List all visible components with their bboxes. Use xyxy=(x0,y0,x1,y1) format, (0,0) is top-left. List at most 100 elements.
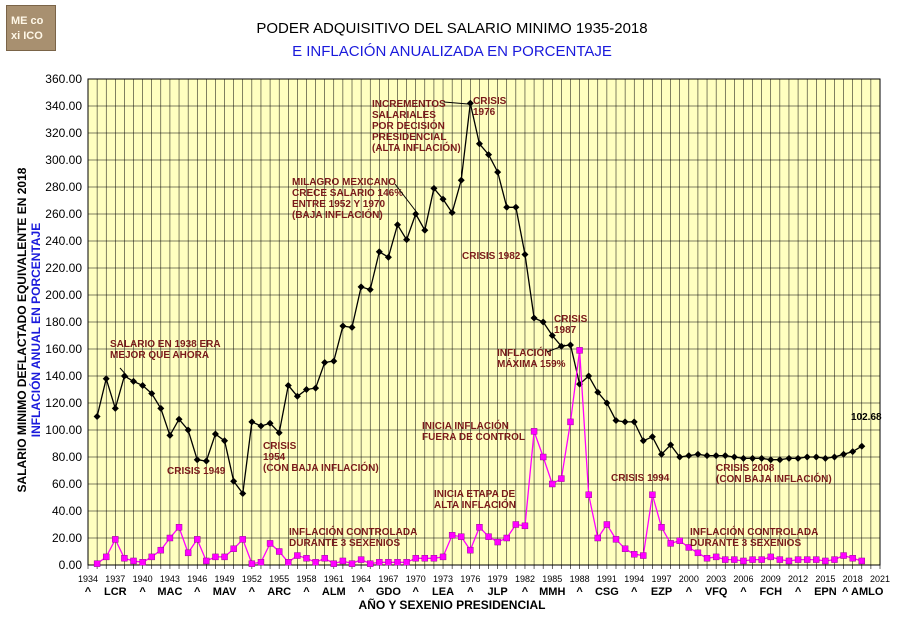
salario-point xyxy=(293,392,301,400)
inflacion-point xyxy=(367,560,374,567)
sexenio-label: ^ xyxy=(194,586,201,598)
salario-point xyxy=(849,448,857,456)
salario-point xyxy=(321,359,329,366)
inflacion-point xyxy=(831,556,838,563)
salario-point xyxy=(749,454,757,462)
y-tick-label: 120.00 xyxy=(45,396,82,410)
annotation-arrow xyxy=(443,101,469,105)
salario-point xyxy=(403,236,411,244)
annotation-text: INICIA ETAPA DE xyxy=(434,489,515,500)
chart-title: PODER ADQUISITIVO DEL SALARIO MINIMO 193… xyxy=(256,20,648,37)
y-tick-label: 360.00 xyxy=(45,72,82,86)
salario-point xyxy=(585,372,593,380)
inflacion-point xyxy=(412,555,419,562)
inflacion-point xyxy=(594,534,601,542)
annotation-text: SALARIALES xyxy=(372,110,436,121)
inflacion-point xyxy=(93,560,101,567)
annotation-text: INICIA INFLACIÓN xyxy=(422,419,509,432)
inflacion-point xyxy=(448,532,456,539)
salario-point xyxy=(221,437,229,445)
inflacion-point xyxy=(576,347,583,354)
salario-point xyxy=(211,430,219,438)
y-tick-label: 280.00 xyxy=(45,180,82,194)
salario-point xyxy=(658,450,666,458)
salario-point xyxy=(166,431,174,439)
inflacion-point xyxy=(612,536,620,543)
x-tick-label: 1973 xyxy=(433,574,453,584)
x-tick-label: 1952 xyxy=(242,574,262,584)
salario-point xyxy=(457,176,465,184)
x-tick-label: 1994 xyxy=(624,574,644,584)
inflacion-point xyxy=(312,559,319,566)
annotation-text: INCREMENTOS xyxy=(372,99,446,110)
sexenio-label: LEA xyxy=(432,586,454,598)
salario-point xyxy=(548,332,556,339)
sexenio-label: LCR xyxy=(104,586,127,598)
salario-point xyxy=(785,454,793,462)
annotation-text: (CON BAJA INFLACIÓN) xyxy=(716,472,832,485)
annotation-text: 1987 xyxy=(554,325,577,336)
x-tick-label: 1976 xyxy=(460,574,480,584)
salario-point xyxy=(466,99,474,107)
sexenio-label: ^ xyxy=(522,586,529,598)
salario-point xyxy=(703,452,711,460)
salario-point xyxy=(603,399,611,407)
salario-point xyxy=(330,357,338,365)
salario-point xyxy=(858,442,866,450)
sexenio-label: ^ xyxy=(139,586,146,598)
inflacion-point xyxy=(330,560,337,567)
sexenio-label: MAC xyxy=(157,586,182,598)
sexenio-label: GDO xyxy=(376,586,402,598)
annotation-text: CRISIS xyxy=(263,441,297,452)
annotation-text: DURANTE 3 SEXENIOS xyxy=(289,538,400,549)
inflacion-point xyxy=(585,491,592,498)
inflacion-point xyxy=(103,553,110,561)
inflacion-point xyxy=(849,555,856,562)
salario-point xyxy=(694,450,702,458)
x-tick-label: 1958 xyxy=(296,574,316,584)
y-tick-label: 200.00 xyxy=(45,288,82,302)
annotation-text: CRECE SALARIO 146% xyxy=(292,188,403,199)
inflacion-point xyxy=(303,555,310,562)
annotation-arrow xyxy=(394,183,419,215)
x-tick-label: 1970 xyxy=(406,574,426,584)
inflacion-point xyxy=(275,548,283,555)
annotation-text: CRISIS 2008 xyxy=(716,463,775,474)
x-tick-label: 1937 xyxy=(105,574,125,584)
inflacion-point xyxy=(321,555,328,562)
annotation-text: CRISIS xyxy=(554,314,588,325)
inflacion-point xyxy=(139,559,146,566)
inflacion-point xyxy=(294,552,301,559)
annotation-text: (BAJA INFLACIÓN) xyxy=(292,208,383,221)
sexenio-label: ^ xyxy=(795,586,802,598)
annotation-text: MILAGRO MEXICANO xyxy=(292,177,396,188)
x-tick-label: 2021 xyxy=(870,574,890,584)
salario-point xyxy=(521,251,529,258)
salario-point xyxy=(130,377,138,385)
salario-point xyxy=(475,140,483,148)
salario-point xyxy=(594,388,602,396)
x-tick-label: 1985 xyxy=(542,574,562,584)
inflacion-point xyxy=(803,556,811,563)
salario-point xyxy=(739,454,747,462)
inflacion-point xyxy=(439,553,447,561)
annotation-text: MEJOR QUE AHORA xyxy=(110,350,209,361)
salario-point xyxy=(830,453,838,461)
salario-point xyxy=(840,450,848,458)
y-tick-label: 20.00 xyxy=(52,531,82,545)
inflacion-point xyxy=(239,536,246,543)
inflacion-point xyxy=(813,556,820,563)
salario-point xyxy=(512,203,520,211)
salario-point xyxy=(648,433,656,441)
inflacion-point xyxy=(166,534,174,542)
y-tick-label: 320.00 xyxy=(45,126,82,140)
inflacion-point xyxy=(175,524,183,531)
inflacion-point xyxy=(184,549,192,557)
salario-point xyxy=(530,314,538,322)
salario-point xyxy=(803,453,811,461)
salario-point xyxy=(284,381,292,389)
x-tick-label: 1961 xyxy=(324,574,344,584)
y-tick-label: 260.00 xyxy=(45,207,82,221)
x-tick-label: 1949 xyxy=(215,574,235,584)
inflacion-point xyxy=(631,551,638,558)
